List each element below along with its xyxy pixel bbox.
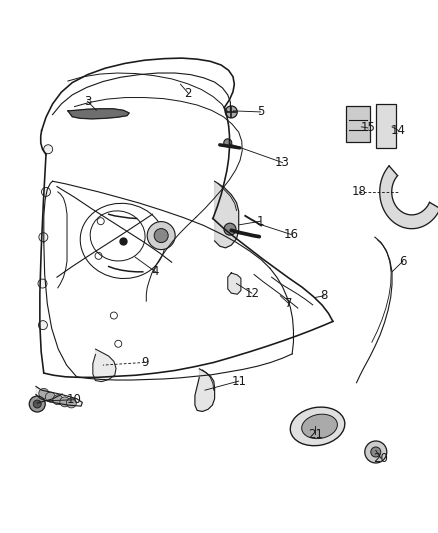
Circle shape xyxy=(154,229,168,243)
FancyBboxPatch shape xyxy=(346,106,370,142)
Circle shape xyxy=(38,279,47,288)
Text: 1: 1 xyxy=(257,215,265,228)
Polygon shape xyxy=(380,166,438,229)
Circle shape xyxy=(39,389,49,398)
Polygon shape xyxy=(228,273,241,294)
Circle shape xyxy=(53,395,63,405)
Text: 14: 14 xyxy=(391,124,406,137)
Polygon shape xyxy=(195,369,215,411)
Circle shape xyxy=(39,233,48,241)
Polygon shape xyxy=(36,386,82,406)
Text: 11: 11 xyxy=(231,375,246,387)
Text: 3: 3 xyxy=(84,95,91,108)
Polygon shape xyxy=(68,109,129,119)
Ellipse shape xyxy=(290,407,345,446)
Polygon shape xyxy=(215,181,239,248)
Circle shape xyxy=(42,188,50,196)
Text: 13: 13 xyxy=(275,156,290,169)
Circle shape xyxy=(60,397,70,407)
Circle shape xyxy=(33,400,41,408)
Circle shape xyxy=(46,392,55,402)
Text: 10: 10 xyxy=(67,393,82,406)
Text: 21: 21 xyxy=(308,428,323,441)
Circle shape xyxy=(39,321,47,329)
Text: 5: 5 xyxy=(257,106,264,118)
Text: 4: 4 xyxy=(152,265,159,278)
Circle shape xyxy=(224,223,236,235)
Text: 2: 2 xyxy=(184,87,192,100)
Polygon shape xyxy=(93,349,116,382)
Text: 6: 6 xyxy=(399,255,407,268)
Circle shape xyxy=(371,447,381,457)
Text: 15: 15 xyxy=(360,122,375,134)
Text: 12: 12 xyxy=(244,287,259,300)
Text: 9: 9 xyxy=(141,356,148,369)
Circle shape xyxy=(224,139,232,147)
Text: 20: 20 xyxy=(374,452,389,465)
Circle shape xyxy=(67,398,76,408)
FancyBboxPatch shape xyxy=(376,104,396,148)
Circle shape xyxy=(29,396,45,412)
Circle shape xyxy=(147,222,175,249)
Circle shape xyxy=(44,145,53,154)
Text: 18: 18 xyxy=(352,185,367,198)
Text: 16: 16 xyxy=(284,228,299,241)
Text: 7: 7 xyxy=(285,297,293,310)
Text: 8: 8 xyxy=(321,289,328,302)
Circle shape xyxy=(365,441,387,463)
Ellipse shape xyxy=(302,414,337,439)
Circle shape xyxy=(225,106,237,118)
